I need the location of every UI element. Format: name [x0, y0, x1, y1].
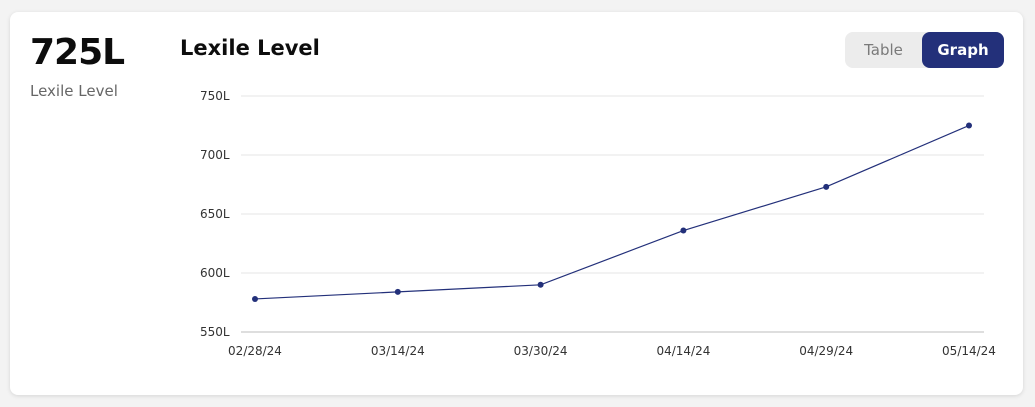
- data-point[interactable]: [394, 288, 401, 295]
- x-tick-label: 03/30/24: [514, 344, 568, 358]
- y-tick-label: 650L: [200, 207, 230, 221]
- current-lexile-caption: Lexile Level: [30, 82, 118, 100]
- x-tick-label: 04/14/24: [656, 344, 710, 358]
- y-tick-label: 550L: [200, 325, 230, 339]
- data-point[interactable]: [966, 122, 972, 129]
- x-tick-label: 03/14/24: [371, 344, 425, 358]
- x-tick-label: 02/28/24: [228, 344, 282, 358]
- lexile-line-chart: 550L 600L 650L 700L 750L 02/28/24 03/14/24 03/3…: [200, 89, 996, 358]
- graph-view-button[interactable]: Graph: [922, 32, 1004, 68]
- data-point[interactable]: [252, 295, 258, 302]
- data-point[interactable]: [537, 281, 544, 288]
- view-toggle: Table Graph: [845, 32, 1004, 68]
- current-lexile-value: 725L: [30, 32, 125, 73]
- chart-title: Lexile Level: [180, 36, 320, 60]
- x-tick-label: 05/14/24: [942, 344, 996, 358]
- y-tick-label: 700L: [200, 148, 230, 162]
- y-tick-label: 600L: [200, 266, 230, 280]
- x-tick-label: 04/29/24: [799, 344, 853, 358]
- data-point[interactable]: [680, 227, 687, 234]
- lexile-card: 725L Lexile Level Lexile Level Table Gra…: [10, 12, 1023, 395]
- table-view-button[interactable]: Table: [864, 41, 903, 59]
- series-line: [254, 124, 970, 300]
- data-point[interactable]: [823, 183, 830, 190]
- y-tick-label: 750L: [200, 89, 230, 103]
